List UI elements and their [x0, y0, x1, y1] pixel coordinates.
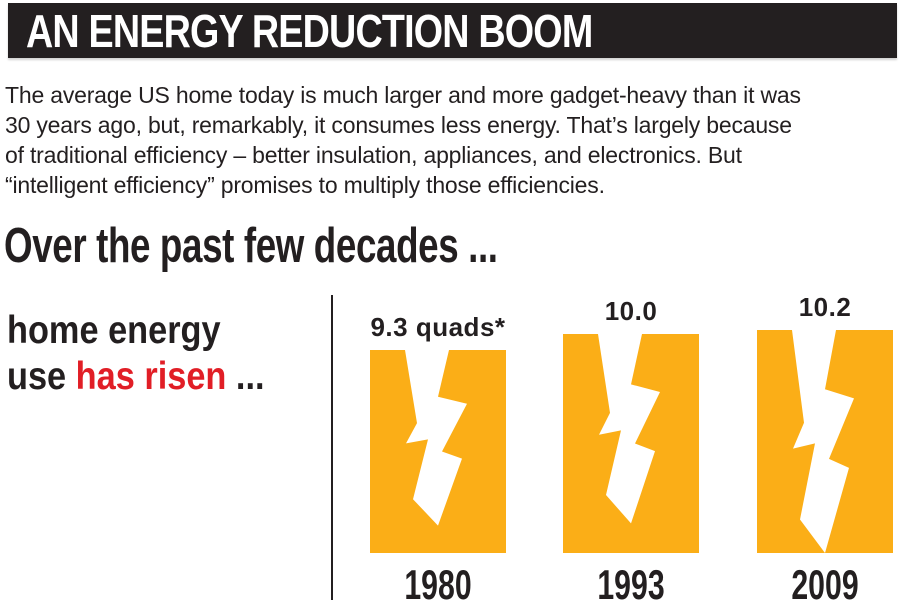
bar-year-label: 1980	[404, 561, 472, 608]
intro-line: “intelligent efficiency” promises to mul…	[5, 172, 605, 198]
bar-value-label: 10.0	[604, 296, 658, 326]
page-title: AN ENERGY REDUCTION BOOM	[26, 4, 593, 57]
lightning-bolt-icon	[598, 334, 660, 524]
chart-label: home energy use has risen ...	[7, 308, 265, 400]
intro-line: The average US home today is much larger…	[5, 82, 801, 108]
lightning-bolt-icon	[405, 350, 467, 526]
chart-label-line2-prefix: use	[7, 355, 76, 398]
bar-value-label: 9.3 quads*	[370, 312, 506, 342]
lightning-bolt-bar	[370, 350, 506, 553]
lightning-bolt-icon	[792, 330, 854, 553]
lightning-bolt-bar	[563, 334, 699, 553]
intro-paragraph: The average US home today is much larger…	[5, 80, 895, 200]
chart-label-line2: use has risen ...	[7, 354, 265, 400]
intro-line: 30 years ago, but, remarkably, it consum…	[5, 112, 792, 138]
lightning-bolt-bar	[757, 330, 893, 553]
bar-value-label: 10.2	[798, 292, 852, 322]
chart-label-line2-suffix: ...	[226, 355, 265, 398]
chart-axis-divider	[331, 295, 333, 600]
chart-label-highlight: has risen	[75, 355, 227, 398]
bar-year-label: 2009	[791, 561, 859, 608]
title-bar: AN ENERGY REDUCTION BOOM	[8, 3, 897, 58]
intro-line: of traditional efficiency – better insul…	[5, 142, 742, 168]
chart-label-line1: home energy	[7, 309, 221, 352]
section-heading: Over the past few decades ...	[4, 219, 498, 273]
bar-year-label: 1993	[597, 561, 665, 608]
